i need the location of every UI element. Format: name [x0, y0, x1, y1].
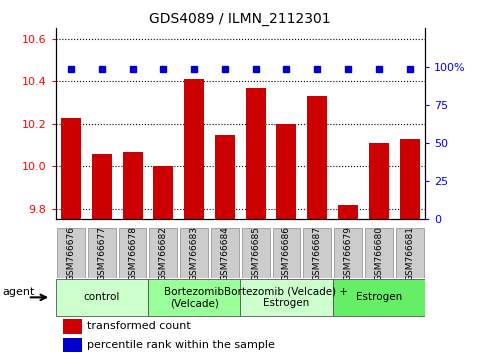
Text: GSM766683: GSM766683	[190, 225, 199, 281]
Text: GSM766681: GSM766681	[405, 225, 414, 281]
FancyBboxPatch shape	[56, 279, 148, 316]
Title: GDS4089 / ILMN_2112301: GDS4089 / ILMN_2112301	[149, 12, 331, 26]
FancyBboxPatch shape	[88, 228, 115, 278]
FancyBboxPatch shape	[272, 228, 300, 278]
Text: agent: agent	[3, 286, 35, 297]
Text: transformed count: transformed count	[87, 321, 191, 331]
FancyBboxPatch shape	[211, 228, 239, 278]
Text: GSM766685: GSM766685	[251, 225, 260, 281]
Bar	[246, 88, 266, 219]
FancyBboxPatch shape	[148, 279, 240, 316]
Text: control: control	[84, 292, 120, 302]
FancyBboxPatch shape	[180, 228, 208, 278]
Bar	[215, 135, 235, 219]
Bar	[123, 152, 142, 219]
Text: GSM766680: GSM766680	[374, 225, 384, 281]
Text: GSM766677: GSM766677	[97, 225, 106, 281]
Text: GSM766687: GSM766687	[313, 225, 322, 281]
Bar	[184, 79, 204, 219]
FancyBboxPatch shape	[57, 228, 85, 278]
Text: Bortezomib (Velcade) +
Estrogen: Bortezomib (Velcade) + Estrogen	[225, 286, 348, 308]
Text: Estrogen: Estrogen	[355, 292, 402, 302]
Bar	[63, 338, 82, 352]
FancyBboxPatch shape	[149, 228, 177, 278]
Text: GSM766684: GSM766684	[220, 225, 229, 280]
Bar	[399, 139, 420, 219]
Text: GSM766686: GSM766686	[282, 225, 291, 281]
Text: Bortezomib
(Velcade): Bortezomib (Velcade)	[164, 286, 224, 308]
FancyBboxPatch shape	[119, 228, 146, 278]
Bar	[338, 205, 358, 219]
Bar	[276, 124, 297, 219]
FancyBboxPatch shape	[242, 228, 270, 278]
Bar	[153, 166, 173, 219]
FancyBboxPatch shape	[365, 228, 393, 278]
Text: GSM766678: GSM766678	[128, 225, 137, 281]
Text: GSM766676: GSM766676	[67, 225, 75, 281]
Text: GSM766682: GSM766682	[159, 225, 168, 280]
Bar	[92, 154, 112, 219]
Bar	[63, 319, 82, 333]
FancyBboxPatch shape	[240, 279, 333, 316]
Text: GSM766679: GSM766679	[343, 225, 353, 281]
Text: percentile rank within the sample: percentile rank within the sample	[87, 340, 275, 350]
FancyBboxPatch shape	[303, 228, 331, 278]
Bar	[307, 96, 327, 219]
Bar	[369, 143, 389, 219]
Bar	[61, 118, 81, 219]
FancyBboxPatch shape	[333, 279, 425, 316]
FancyBboxPatch shape	[334, 228, 362, 278]
FancyBboxPatch shape	[396, 228, 424, 278]
